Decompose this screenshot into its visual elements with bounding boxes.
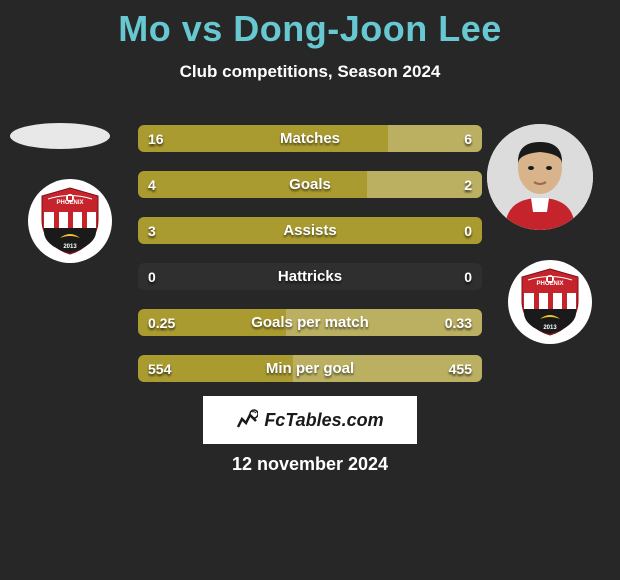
shield-icon: PHOENIX 2013 [38,186,102,256]
date-label: 12 november 2024 [0,454,620,475]
page-title: Mo vs Dong-Joon Lee [0,0,620,50]
stat-row: 00Hattricks [138,263,482,290]
player-right-avatar [487,124,593,230]
svg-text:2013: 2013 [543,325,557,331]
subtitle: Club competitions, Season 2024 [0,62,620,82]
stat-row: 166Matches [138,125,482,152]
stat-row: 30Assists [138,217,482,244]
stat-row: 0.250.33Goals per match [138,309,482,336]
footer-label: FcTables.com [264,410,383,431]
stat-label: Matches [138,125,482,152]
stat-label: Assists [138,217,482,244]
fctables-icon [236,409,258,431]
stat-label: Goals [138,171,482,198]
player-left-club-logo: PHOENIX 2013 [28,179,112,263]
stat-row: 554455Min per goal [138,355,482,382]
stat-label: Hattricks [138,263,482,290]
footer-badge: FcTables.com [203,396,417,444]
player-left-avatar-placeholder [10,123,110,149]
stats-container: 166Matches 42Goals 30Assists 00Hattricks 0.2… [138,125,482,401]
svg-text:2013: 2013 [63,244,77,250]
stat-label: Min per goal [138,355,482,382]
stat-row: 42Goals [138,171,482,198]
shield-icon: PHOENIX 2013 [518,267,582,337]
player-right-club-logo: PHOENIX 2013 [508,260,592,344]
stat-label: Goals per match [138,309,482,336]
